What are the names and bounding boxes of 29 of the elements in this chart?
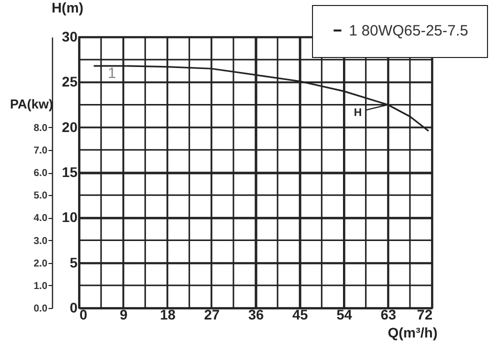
y-tick-label: 20 xyxy=(62,118,78,135)
y2-tick-label: 1.0 xyxy=(34,280,48,292)
y2-tick-label: 6.0 xyxy=(34,168,48,179)
y-tick-label: 15 xyxy=(62,164,78,180)
y2-tick-label: 2.0 xyxy=(34,258,48,270)
x-tick-label: 36 xyxy=(248,306,264,322)
annotation: 1 xyxy=(108,64,116,82)
y2-tick-label: 5.0 xyxy=(34,190,48,202)
y-axis-title: H(m) xyxy=(52,0,84,16)
annotation: H xyxy=(354,106,362,119)
x-tick-label: 9 xyxy=(120,306,128,322)
y-tick-label: 25 xyxy=(62,74,78,90)
y2-tick-label: 0.0 xyxy=(34,304,48,314)
y-tick-label: 5 xyxy=(70,254,78,270)
x-tick-label: 63 xyxy=(380,306,396,322)
y2-tick-label: 8.0 xyxy=(34,122,48,134)
x-axis-title: Q(m³/h) xyxy=(388,324,438,340)
y2-tick-label: 7.0 xyxy=(34,145,48,156)
x-tick-label: 54 xyxy=(336,306,352,322)
y-tick-label: 30 xyxy=(62,28,78,44)
x-tick-label: 27 xyxy=(204,306,220,322)
y2-tick-label: 3.0 xyxy=(34,236,48,247)
x-tick-label: 18 xyxy=(160,306,176,322)
y2-tick-label: 4.0 xyxy=(34,213,48,224)
x-tick-label: 72 xyxy=(416,306,433,322)
y2-axis-title: PA(kw) xyxy=(10,96,54,112)
x-tick-label: 45 xyxy=(292,306,308,322)
legend-label: 1 80WQ65-25-7.5 xyxy=(349,22,468,40)
y-tick-label: 10 xyxy=(62,209,78,226)
